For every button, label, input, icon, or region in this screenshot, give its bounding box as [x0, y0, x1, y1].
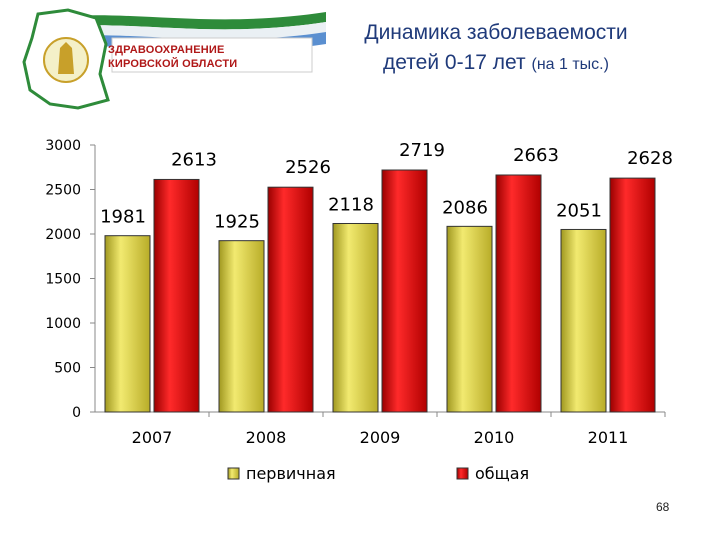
data-label: 2628: [627, 148, 673, 169]
logo-banner: [111, 37, 313, 73]
bar-primary: [218, 240, 265, 413]
legend-swatch: [227, 467, 240, 480]
bar-total: [381, 169, 428, 413]
bar-primary: [446, 225, 493, 413]
bar-total: [495, 174, 542, 413]
bar-total: [153, 178, 200, 413]
y-tick-label: 3000: [45, 138, 81, 154]
bar-total: [267, 186, 314, 413]
legend-label: первичная: [246, 464, 336, 483]
legend-swatch: [456, 467, 469, 480]
x-tick-label: 2007: [132, 428, 173, 447]
data-label: 1981: [100, 207, 146, 228]
title-line1: Динамика заболеваемости: [364, 21, 628, 44]
y-tick-label: 500: [54, 361, 81, 377]
logo: [22, 8, 326, 110]
legend-label: общая: [475, 464, 529, 483]
data-label: 2118: [328, 194, 374, 215]
data-label: 2663: [513, 145, 559, 166]
x-tick-label: 2011: [588, 428, 629, 447]
y-tick-label: 2000: [45, 227, 81, 243]
ribbon-white: [48, 22, 326, 40]
y-tick-label: 0: [72, 405, 81, 421]
data-label: 2051: [556, 200, 602, 221]
bar-primary: [560, 228, 607, 413]
y-tick-label: 1000: [45, 316, 81, 332]
ribbon-green: [48, 12, 326, 30]
data-label: 2719: [399, 140, 445, 161]
logo-text-line2: КИРОВСКОЙ ОБЛАСТИ: [108, 58, 238, 70]
x-tick-label: 2008: [246, 428, 287, 447]
logo-text-line1: ЗДРАВООХРАНЕНИЕ: [108, 44, 225, 56]
x-tick-label: 2009: [360, 428, 401, 447]
title-line2-small: (на 1 тыс.): [531, 56, 609, 73]
title-line2: детей 0-17 лет (на 1 тыс.): [306, 48, 686, 80]
page-number: 68: [656, 500, 670, 514]
y-tick-label: 2500: [45, 183, 81, 199]
y-tick-label: 1500: [45, 272, 81, 288]
data-label: 2086: [442, 197, 488, 218]
bar-total: [609, 177, 656, 413]
data-label: 2613: [171, 149, 217, 170]
data-label: 2526: [285, 157, 331, 178]
x-tick-label: 2010: [474, 428, 515, 447]
plot-area: 0 500 1000 1500 2000 2500 3000 2007 1981 2613 2008…: [45, 138, 673, 483]
page-title: Динамика заболеваемости детей 0-17 лет (…: [306, 18, 686, 80]
emblem-figure: [58, 42, 74, 74]
title-line2-main: детей 0-17 лет: [383, 51, 526, 74]
bar-primary: [332, 222, 379, 413]
data-label: 1925: [214, 212, 260, 233]
bar-primary: [104, 235, 151, 413]
